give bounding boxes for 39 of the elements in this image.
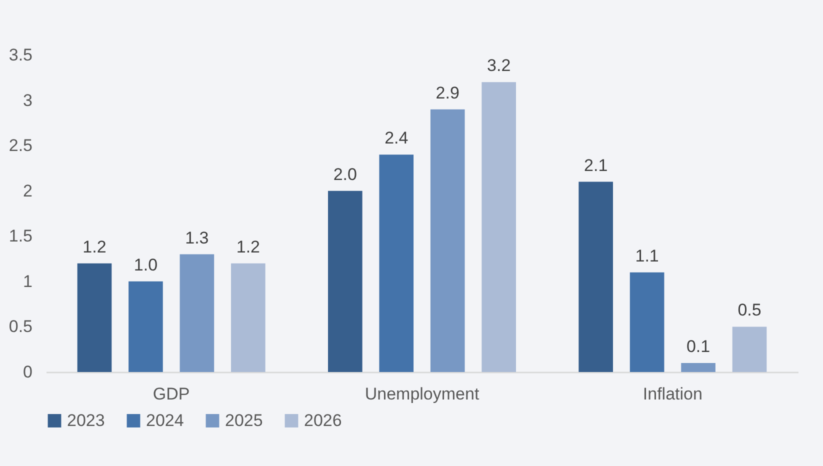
- bar: [430, 109, 465, 372]
- y-tick-label: 3.5: [8, 46, 32, 64]
- data-label: 1.2: [82, 237, 106, 256]
- x-tick-label: Unemployment: [364, 384, 480, 404]
- x-tick-label: Inflation: [642, 384, 702, 404]
- data-label: 2.9: [436, 83, 460, 102]
- data-label: 1.0: [134, 255, 158, 274]
- legend-label: 2024: [146, 410, 184, 430]
- data-label: 1.2: [236, 237, 260, 256]
- bar: [482, 82, 516, 372]
- bar: [732, 326, 767, 372]
- y-tick-label: 3: [23, 90, 32, 110]
- data-label: 2.0: [333, 164, 357, 184]
- x-tick-label: GDP: [152, 384, 190, 404]
- data-label: 0.5: [738, 300, 762, 320]
- data-label: 0.1: [686, 336, 710, 356]
- y-tick-label: 2: [23, 181, 32, 200]
- y-tick-label: 0: [23, 362, 32, 382]
- y-tick-label: 0.5: [8, 317, 32, 336]
- data-label: 1.1: [635, 246, 659, 266]
- data-label: 1.3: [185, 228, 209, 248]
- data-label: 2.1: [584, 156, 608, 175]
- bar: [328, 190, 362, 372]
- y-tick-label: 2.5: [8, 136, 32, 156]
- bar: [77, 263, 112, 372]
- legend-label: 2023: [67, 410, 105, 430]
- bar: [578, 182, 613, 372]
- bar: [231, 263, 266, 372]
- bar: [681, 362, 716, 372]
- data-label: 2.4: [384, 128, 408, 148]
- bar: [128, 281, 163, 372]
- data-label: 3.2: [487, 56, 511, 76]
- bar: [630, 272, 664, 372]
- bar: [379, 154, 414, 372]
- legend-label: 2025: [225, 410, 263, 430]
- y-tick-label: 1.5: [8, 226, 32, 246]
- bar: [180, 254, 214, 372]
- legend-label: 2026: [304, 410, 342, 430]
- y-tick-label: 1: [23, 272, 32, 291]
